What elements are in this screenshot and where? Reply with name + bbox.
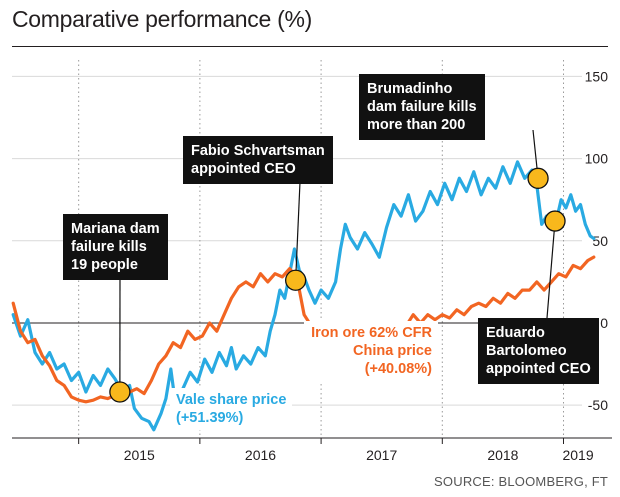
marker-mariana — [109, 381, 131, 403]
annotation-mariana: Mariana dam failure kills 19 people — [63, 214, 168, 280]
marker-brumadinho — [527, 167, 549, 189]
series-name-iron-ore: Iron ore 62% CFR China price — [311, 325, 432, 359]
x-tick-label: 2019 — [562, 447, 593, 463]
annotation-line: Brumadinho — [367, 81, 453, 97]
event-markers — [109, 167, 566, 403]
chart-title: Comparative performance (%) — [12, 6, 312, 32]
legend-vale: Vale share price (+51.39%) — [170, 388, 293, 430]
annotation-line: Eduardo — [486, 325, 545, 341]
annotation-connectors — [119, 129, 556, 392]
annotation-line: appointed CEO — [191, 161, 296, 177]
y-tick-label: 50 — [592, 233, 608, 249]
series-name-vale: Vale share price — [176, 392, 287, 408]
y-tick-label: 100 — [585, 151, 609, 167]
connector-bartolomeo — [546, 221, 556, 319]
x-tick-label: 2017 — [366, 447, 397, 463]
y-tick-label: 0 — [600, 315, 608, 331]
series-lines — [11, 160, 596, 432]
annotation-line: 19 people — [71, 257, 138, 273]
series-line-iron-ore — [11, 255, 596, 404]
tick-labels: 150 100 50 0 -50 2015 2016 2017 2018 2019 — [124, 68, 609, 463]
x-tick-label: 2018 — [487, 447, 518, 463]
annotation-line: failure kills — [71, 239, 147, 255]
x-tick-label: 2015 — [124, 447, 155, 463]
x-tick-label: 2016 — [245, 447, 276, 463]
series-change-vale: (+51.39%) — [176, 410, 244, 426]
annotation-line: dam failure kills — [367, 99, 477, 115]
y-tick-label: -50 — [588, 397, 608, 413]
source-note: SOURCE: BLOOMBERG, FT — [434, 474, 608, 489]
annotation-line: Mariana dam — [71, 221, 160, 237]
marker-schvartsman — [284, 269, 307, 291]
y-tick-label: 150 — [585, 68, 609, 84]
annotation-schvartsman: Fabio Schvartsman appointed CEO — [183, 136, 333, 184]
annotation-line: more than 200 — [367, 117, 466, 133]
legend-iron-ore: Iron ore 62% CFR China price (+40.08%) — [304, 321, 438, 381]
annotation-line: Bartolomeo — [486, 343, 567, 359]
title-rule — [12, 46, 608, 47]
annotation-line: appointed CEO — [486, 361, 591, 377]
annotation-brumadinho: Brumadinho dam failure kills more than 2… — [359, 74, 485, 140]
series-change-iron-ore: (+40.08%) — [364, 361, 432, 377]
annotation-bartolomeo: Eduardo Bartolomeo appointed CEO — [478, 318, 599, 384]
marker-bartolomeo — [544, 210, 566, 232]
annotation-line: Fabio Schvartsman — [191, 143, 325, 159]
connector-schvartsman — [295, 181, 301, 281]
